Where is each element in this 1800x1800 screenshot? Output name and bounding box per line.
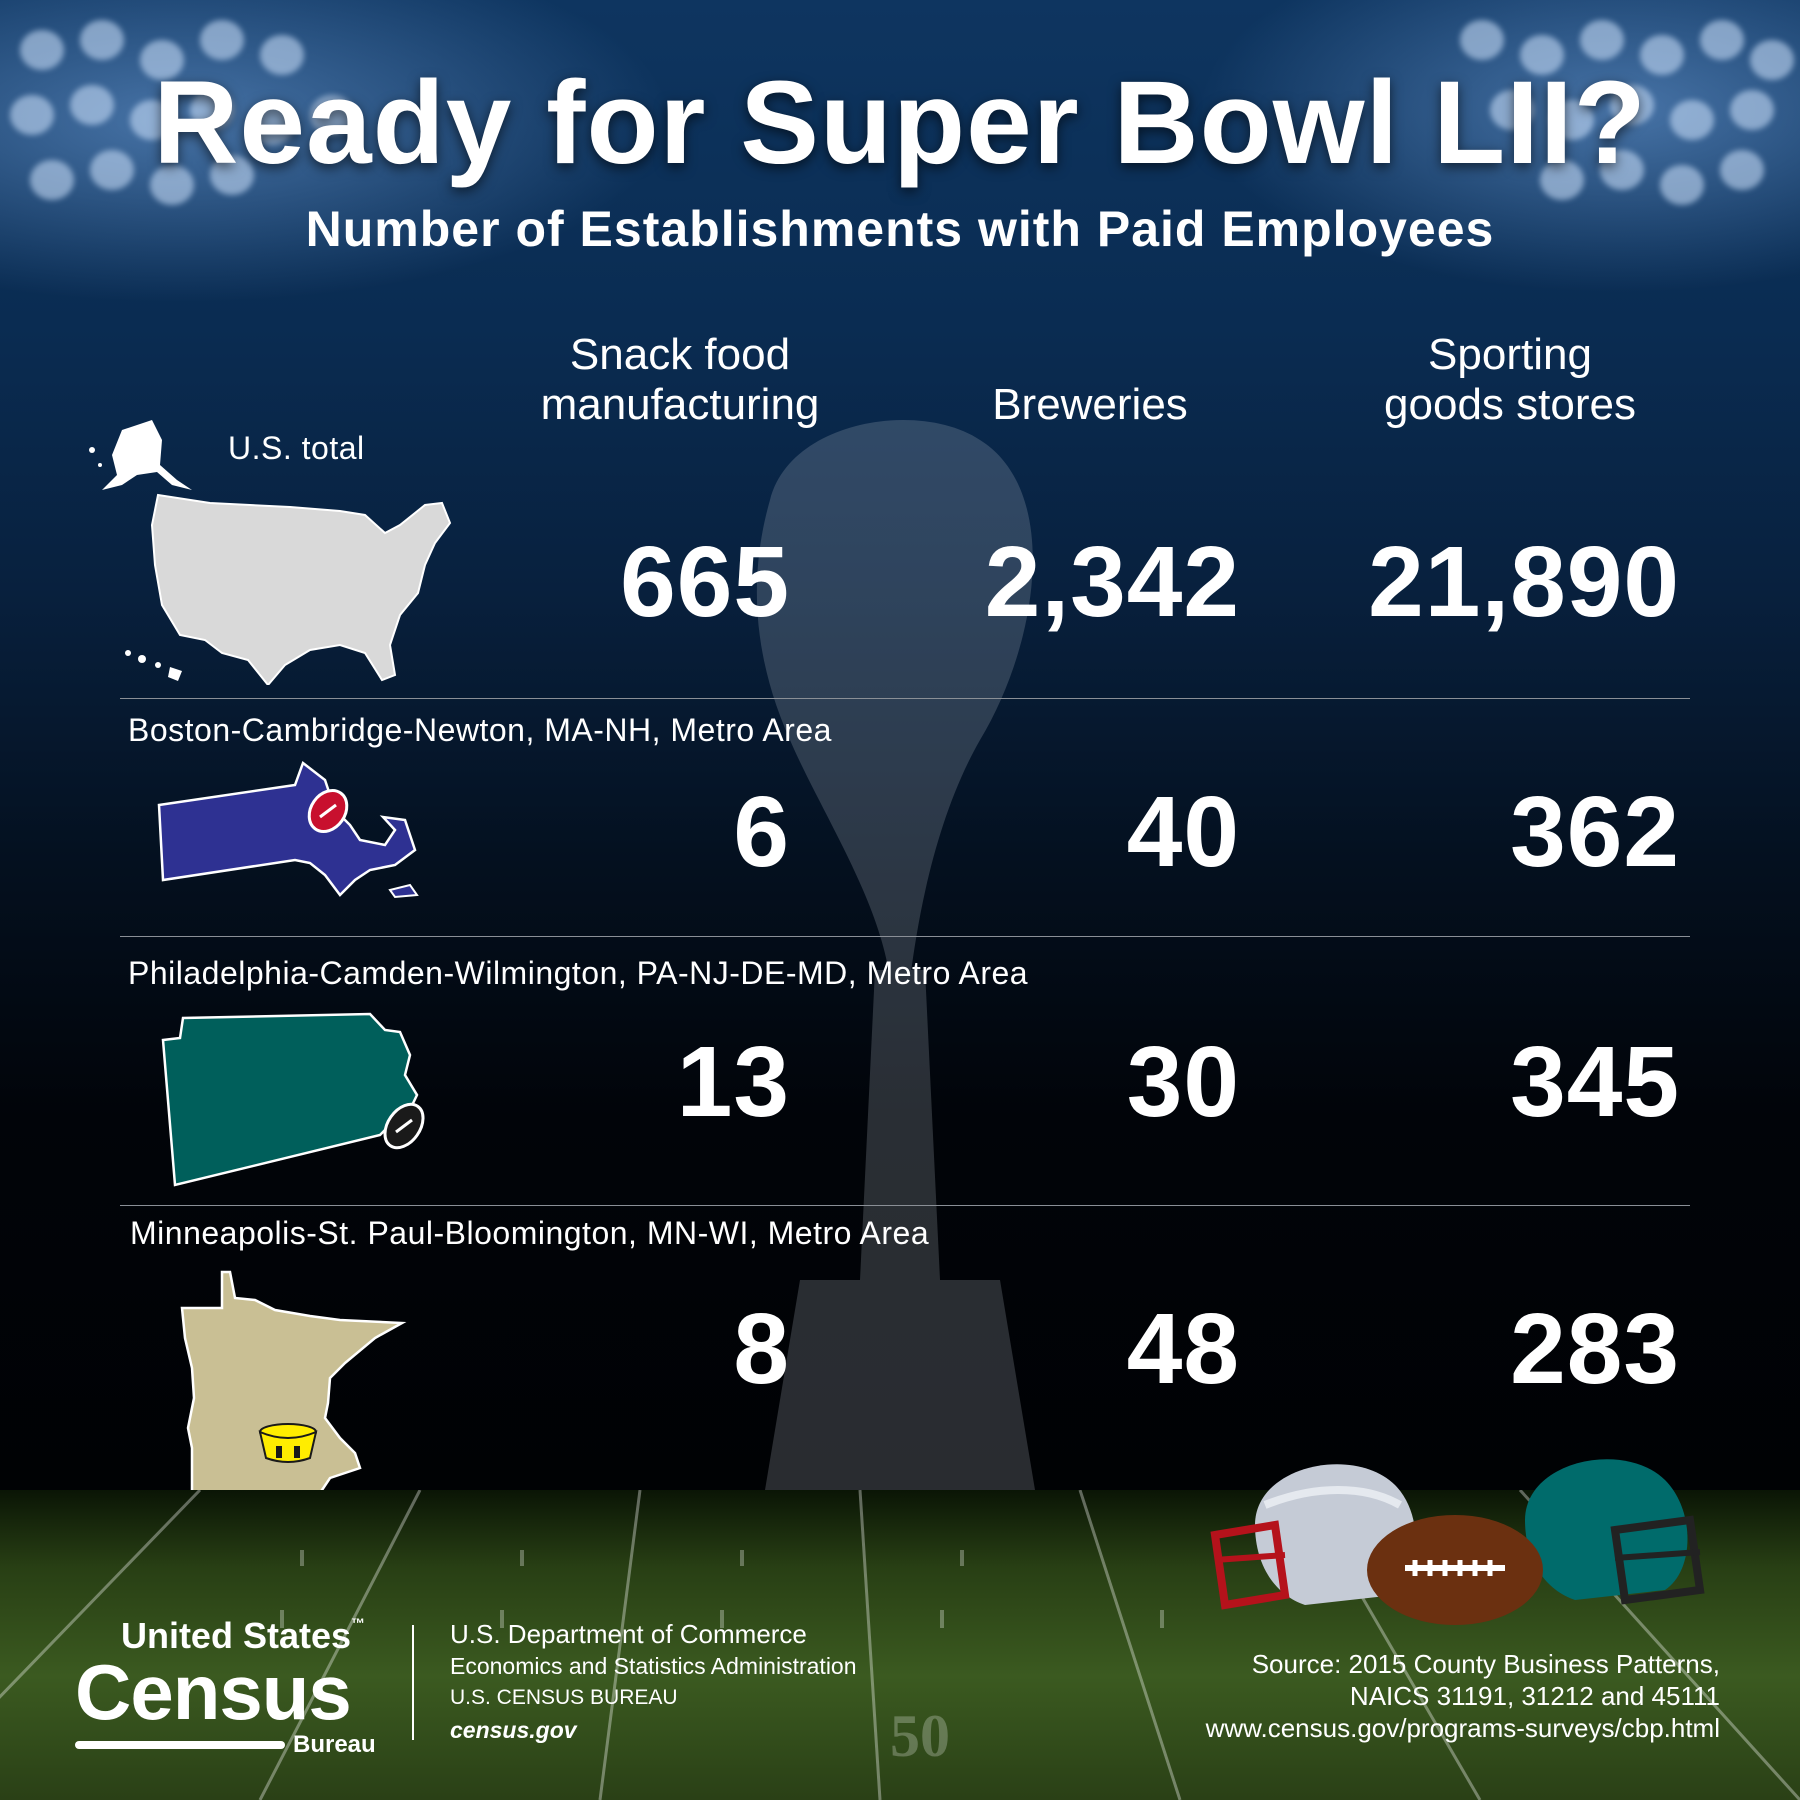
- census-logo-trademark: ™: [351, 1615, 365, 1631]
- stadium-icon: [258, 1423, 318, 1463]
- row-label-minneapolis: Minneapolis-St. Paul-Bloomington, MN-WI,…: [130, 1215, 930, 1251]
- page-title: Ready for Super Bowl LII?: [153, 57, 1647, 189]
- source-line1: Source: 2015 County Business Patterns,: [1251, 1649, 1720, 1679]
- source-info: Source: 2015 County Business Patterns, N…: [1206, 1648, 1720, 1744]
- football-icon: [383, 1102, 425, 1150]
- census-gov-link[interactable]: census.gov: [450, 1717, 577, 1743]
- minnesota-map-icon: [180, 1270, 407, 1515]
- football-icon: [1367, 1515, 1543, 1625]
- value-philadelphia-breweries: 30: [1126, 1026, 1240, 1138]
- department-line3: U.S. CENSUS BUREAU: [450, 1686, 678, 1709]
- census-logo-line3-row: Bureau: [75, 1731, 385, 1759]
- value-minneapolis-snack: 8: [733, 1293, 790, 1405]
- row-label-philadelphia: Philadelphia-Camden-Wilmington, PA-NJ-DE…: [128, 955, 1029, 991]
- census-logo-line2: Census: [75, 1648, 352, 1736]
- page-subtitle: Number of Establishments with Paid Emplo…: [305, 201, 1495, 257]
- football-icon: [307, 789, 349, 833]
- value-philadelphia-snack: 13: [676, 1026, 790, 1138]
- value-minneapolis-sporting: 283: [1510, 1293, 1680, 1405]
- trophy-silhouette: [756, 420, 1040, 1520]
- census-logo-united-states: United States: [120, 1615, 351, 1656]
- alaska-map-icon: [89, 420, 192, 490]
- column-header-snack-food: Snack food manufacturing: [500, 330, 860, 430]
- row-divider-3: [120, 1205, 1690, 1206]
- census-logo-underline: [75, 1741, 285, 1749]
- department-line2: Economics and Statistics Administration: [450, 1653, 857, 1679]
- row-label-boston: Boston-Cambridge-Newton, MA-NH, Metro Ar…: [128, 712, 832, 748]
- department-info: U.S. Department of Commerce Economics an…: [450, 1618, 857, 1746]
- value-boston-sporting: 362: [1510, 776, 1680, 888]
- row-divider-1: [120, 698, 1690, 699]
- column-header-snack-line1: Snack food: [569, 330, 791, 379]
- source-line2: NAICS 31191, 31212 and 45111: [1349, 1681, 1720, 1711]
- eagles-helmet-icon: [1525, 1459, 1705, 1605]
- value-us-snack: 665: [620, 526, 790, 638]
- value-boston-snack: 6: [733, 776, 790, 888]
- value-minneapolis-breweries: 48: [1126, 1293, 1240, 1405]
- column-header-sporting-goods: Sporting goods stores: [1340, 330, 1680, 430]
- department-line1: U.S. Department of Commerce: [450, 1619, 807, 1649]
- stadium-lights-right: [1240, 0, 1800, 300]
- column-header-breweries: Breweries: [992, 380, 1188, 429]
- column-header-snack-line2: manufacturing: [540, 380, 820, 429]
- value-boston-breweries: 40: [1126, 776, 1240, 888]
- census-logo-bureau: Bureau: [293, 1731, 376, 1758]
- usa-map-icon: [150, 493, 452, 685]
- census-logo-line1: United States™: [75, 1615, 365, 1657]
- footer-separator: [412, 1625, 414, 1740]
- hawaii-map-icon: [125, 650, 182, 681]
- column-header-sporting-line2: goods stores: [1384, 380, 1636, 429]
- row-label-us-total: U.S. total: [228, 430, 365, 466]
- field-yardline-number: 50: [890, 1703, 950, 1769]
- census-logo: United States™ Census Bureau: [75, 1615, 385, 1759]
- value-philadelphia-sporting: 345: [1510, 1026, 1680, 1138]
- source-url-link[interactable]: www.census.gov/programs-surveys/cbp.html: [1205, 1713, 1720, 1743]
- value-us-breweries: 2,342: [984, 526, 1240, 638]
- row-divider-2: [120, 936, 1690, 937]
- pennsylvania-map-icon: [161, 1012, 419, 1187]
- value-us-sporting: 21,890: [1368, 526, 1680, 638]
- stadium-lights-left: [0, 0, 560, 300]
- column-header-sporting-line1: Sporting: [1428, 330, 1592, 379]
